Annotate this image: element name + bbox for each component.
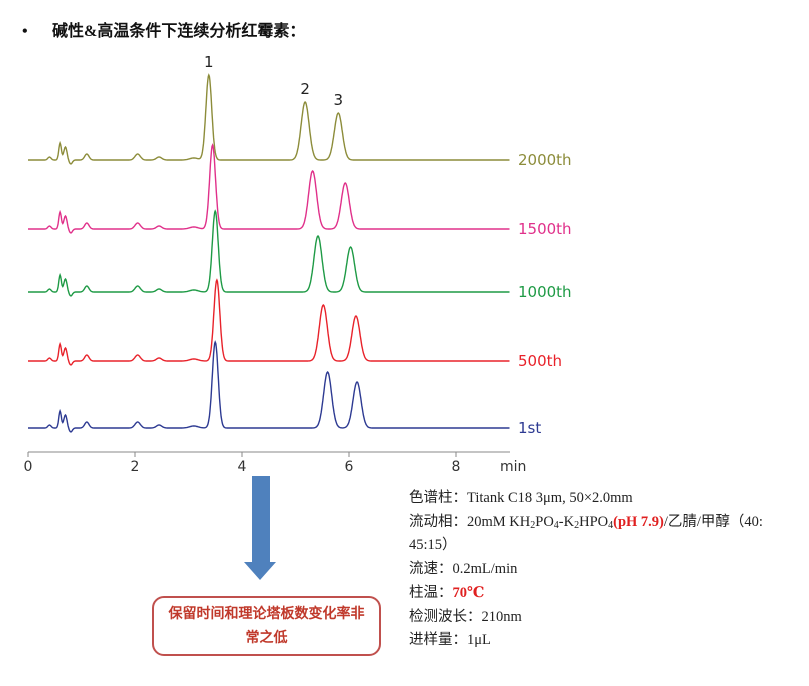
trace-500th xyxy=(28,278,510,366)
series-label-2000th: 2000th xyxy=(518,151,572,169)
condition-injection: 进样量：1μL xyxy=(409,629,763,653)
temp-label: 柱温： xyxy=(409,584,453,601)
condition-mobile-phase: 流动相：20mM KH2PO4-K2HPO4(pH 7.9)/乙腈/甲醇（40: xyxy=(409,511,763,535)
conclusion-text: 保留时间和理论塔板数变化率非常之低 xyxy=(168,606,365,646)
condition-wavelength: 检测波长：210nm xyxy=(409,606,763,630)
flow-label: 流速： xyxy=(409,561,453,578)
conditions-list: 色谱柱：Titank C18 3μm, 50×2.0mm 流动相：20mM KH… xyxy=(409,487,763,653)
heading: • 碱性&高温条件下连续分析红霉素： xyxy=(22,17,305,41)
peak-label-2: 2 xyxy=(300,80,310,98)
trace-2000th xyxy=(28,73,510,165)
condition-mobile-ratio: 45:15） xyxy=(409,537,457,554)
mobile-a: 20mM KH xyxy=(467,513,531,530)
trace-1st xyxy=(28,340,510,433)
series-label-500th: 500th xyxy=(518,352,562,370)
heading-text: 碱性&高温条件下连续分析红霉素： xyxy=(52,23,306,40)
conclusion-box: 保留时间和理论塔板数变化率非常之低 xyxy=(152,596,381,656)
mobile-label: 流动相： xyxy=(409,513,467,530)
trace-1500th xyxy=(28,143,510,234)
x-tick-label-6: 6 xyxy=(345,459,354,475)
condition-temp: 柱温：70℃ xyxy=(409,582,763,606)
sub: 4 xyxy=(608,519,614,531)
sub: 4 xyxy=(553,519,559,531)
mobile-c: -K xyxy=(558,513,575,530)
mobile-e: /乙腈/甲醇（40: xyxy=(663,513,763,530)
mobile-b: PO xyxy=(535,513,554,530)
bullet: • xyxy=(22,23,28,40)
condition-flow: 流速：0.2mL/min xyxy=(409,558,763,582)
x-tick-label-8: 8 xyxy=(452,459,461,475)
temp-value: 70℃ xyxy=(452,584,485,601)
mobile-d: HPO xyxy=(579,513,609,530)
down-arrow-icon xyxy=(244,476,276,580)
condition-column: 色谱柱：Titank C18 3μm, 50×2.0mm xyxy=(409,487,763,511)
column-value: Titank C18 3μm, 50×2.0mm xyxy=(467,490,633,506)
series-label-1000th: 1000th xyxy=(518,283,572,301)
x-tick-label-4: 4 xyxy=(238,459,247,475)
peak-label-3: 3 xyxy=(334,91,344,109)
injection-label: 进样量： xyxy=(409,632,467,649)
x-tick-label-0: 0 xyxy=(24,459,33,475)
chromatogram-chart: 2000th 1500th 1000th 500th 1st 1 2 3 0 2 4 6 8 min xyxy=(24,53,572,475)
injection-value: 1μL xyxy=(467,632,491,649)
column-label: 色谱柱： xyxy=(409,490,467,506)
mobile-ph: (pH 7.9) xyxy=(613,513,664,530)
wavelength-label: 检测波长： xyxy=(409,608,482,625)
sub: 2 xyxy=(530,519,536,531)
sub: 2 xyxy=(574,519,580,531)
trace-1000th xyxy=(28,209,510,297)
flow-value: 0.2mL/min xyxy=(452,561,518,578)
series-label-1st: 1st xyxy=(518,419,541,437)
wavelength-value: 210nm xyxy=(481,608,522,625)
x-tick-label-2: 2 xyxy=(131,459,140,475)
x-axis-label: min xyxy=(500,459,526,475)
peak-label-1: 1 xyxy=(204,53,214,71)
series-label-1500th: 1500th xyxy=(518,220,572,238)
